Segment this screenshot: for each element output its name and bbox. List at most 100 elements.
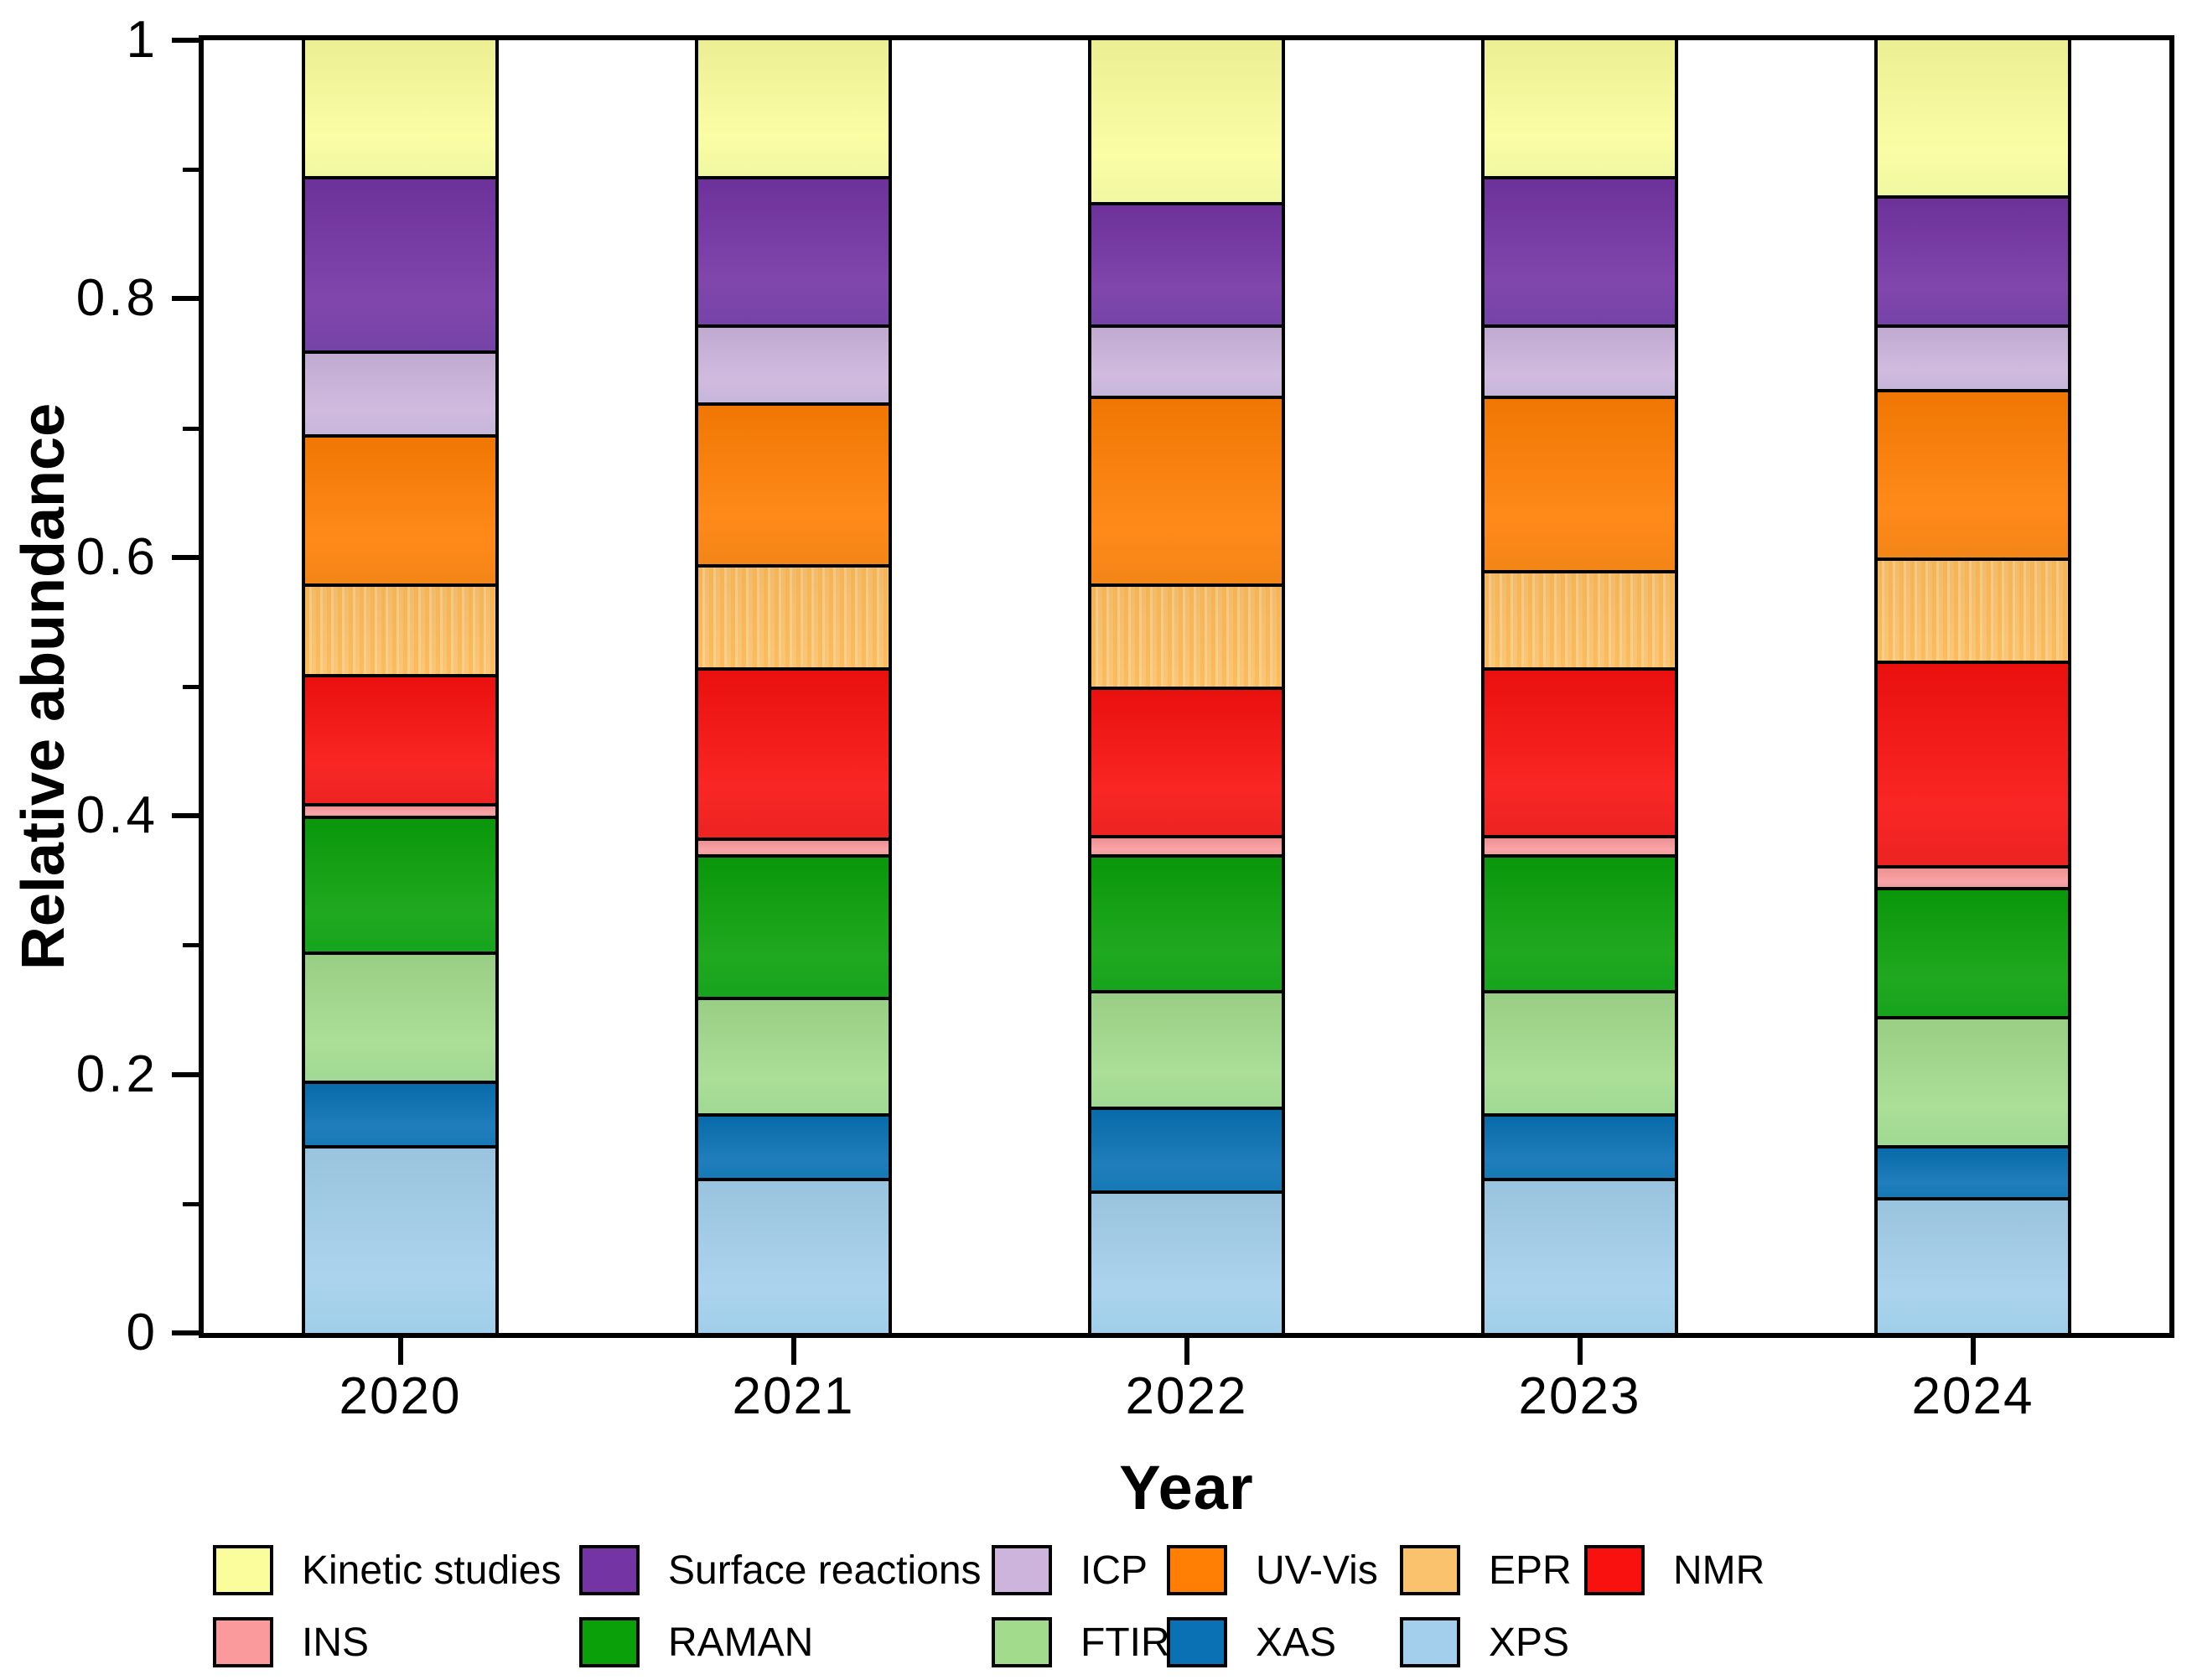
bar-column-2023: [1383, 40, 1776, 1333]
legend-item-uv-vis: UV-Vis: [1167, 1544, 1400, 1596]
segment-uv-vis-2022: [1091, 396, 1283, 583]
legend-label: RAMAN: [668, 1620, 814, 1665]
legend-item-raman: RAMAN: [579, 1616, 992, 1668]
segment-epr-2020: [304, 583, 496, 674]
y-tick-label: 0.6: [75, 527, 158, 586]
segment-uv-vis-2021: [697, 402, 889, 564]
segment-epr-2024: [1877, 557, 2069, 661]
segment-uv-vis-2023: [1484, 396, 1676, 571]
x-axis-category-labels: 2020 2021 2022 2023 2024: [204, 1367, 2169, 1425]
stacked-bar-2023: [1480, 40, 1679, 1333]
y-minor-tick: [183, 685, 199, 689]
y-tick-label: 0.2: [75, 1045, 158, 1103]
bar-column-2020: [204, 40, 597, 1333]
y-minor-tick: [183, 168, 199, 173]
segment-nmr-2022: [1091, 686, 1283, 836]
segment-xps-2021: [697, 1177, 889, 1333]
stacked-bar-2020: [301, 40, 500, 1333]
segment-xps-2023: [1484, 1177, 1676, 1333]
y-minor-tick: [183, 426, 199, 431]
stacked-bar-2021: [694, 40, 893, 1333]
legend-item-surface-reactions: Surface reactions: [579, 1544, 992, 1596]
segment-ins-2020: [304, 802, 496, 817]
segment-ins-2024: [1877, 864, 2069, 887]
legend-item-kinetic-studies: Kinetic studies: [213, 1544, 579, 1596]
legend-label: FTIR: [1080, 1620, 1170, 1665]
segment-xps-2024: [1877, 1197, 2069, 1333]
legend-swatch: [579, 1617, 640, 1667]
legend-label: INS: [302, 1620, 370, 1665]
segment-xps-2022: [1091, 1190, 1283, 1333]
segment-surface-reactions-2021: [697, 175, 889, 325]
y-major-tick: [172, 1330, 199, 1335]
legend-item-nmr: NMR: [1584, 1544, 1861, 1596]
segment-ins-2022: [1091, 835, 1283, 855]
segment-icp-2020: [304, 350, 496, 435]
legend-swatch: [1167, 1617, 1227, 1667]
legend-swatch: [213, 1545, 273, 1595]
segment-ftir-2020: [304, 951, 496, 1081]
legend-spacer: [1584, 1616, 1861, 1668]
x-axis-title: Year: [1119, 1453, 1254, 1522]
segment-xas-2024: [1877, 1145, 2069, 1197]
segment-nmr-2020: [304, 673, 496, 803]
x-major-tick: [397, 1338, 403, 1365]
plot-area: 0 0.2 0.4 0.6 0.8 1: [76, 14, 2174, 1365]
segment-uv-vis-2024: [1877, 389, 2069, 557]
legend-item-xps: XPS: [1400, 1616, 1584, 1668]
segment-icp-2021: [697, 324, 889, 402]
segment-surface-reactions-2023: [1484, 175, 1676, 325]
segment-kinetic-studies-2020: [304, 40, 496, 176]
y-tick-label: 0: [126, 1304, 158, 1361]
segment-xas-2022: [1091, 1107, 1283, 1191]
segment-xas-2020: [304, 1081, 496, 1146]
legend-label: XAS: [1256, 1620, 1337, 1665]
x-major-tick: [1970, 1338, 1976, 1365]
x-tick-label-2022: 2022: [1125, 1367, 1248, 1425]
segment-epr-2023: [1484, 570, 1676, 667]
y-minor-tick: [183, 943, 199, 948]
y-major-tick: [172, 554, 199, 560]
legend-swatch: [1400, 1617, 1460, 1667]
segment-icp-2022: [1091, 324, 1283, 397]
segment-raman-2021: [697, 854, 889, 998]
segment-nmr-2021: [697, 666, 889, 838]
segment-surface-reactions-2022: [1091, 201, 1283, 325]
y-tick-label: 0.4: [75, 786, 158, 845]
segment-uv-vis-2020: [304, 434, 496, 583]
bars-container: [204, 40, 2169, 1333]
legend-swatch: [1400, 1545, 1460, 1595]
legend-item-xas: XAS: [1167, 1616, 1400, 1668]
segment-xas-2021: [697, 1112, 889, 1178]
y-minor-tick: [183, 1201, 199, 1206]
segment-ftir-2023: [1484, 990, 1676, 1113]
legend-item-ftir: FTIR: [992, 1616, 1170, 1668]
legend-label: XPS: [1489, 1620, 1570, 1665]
legend-swatch: [213, 1617, 273, 1667]
segment-epr-2021: [697, 563, 889, 667]
legend-label: Surface reactions: [668, 1548, 982, 1593]
segment-kinetic-studies-2022: [1091, 40, 1283, 202]
segment-raman-2022: [1091, 854, 1283, 991]
y-tick-label: 1: [126, 11, 158, 69]
x-tick-label-2023: 2023: [1518, 1367, 1641, 1425]
segment-icp-2024: [1877, 324, 2069, 390]
y-major-tick: [172, 296, 199, 302]
x-tick-label-2021: 2021: [732, 1367, 855, 1425]
bar-column-2022: [990, 40, 1383, 1333]
segment-nmr-2023: [1484, 666, 1676, 836]
y-major-tick: [172, 1071, 199, 1077]
segment-raman-2023: [1484, 854, 1676, 991]
segment-ins-2023: [1484, 835, 1676, 855]
segment-raman-2024: [1877, 886, 2069, 1017]
segment-raman-2020: [304, 816, 496, 952]
segment-ftir-2022: [1091, 990, 1283, 1107]
segment-surface-reactions-2024: [1877, 195, 2069, 325]
segment-ftir-2021: [697, 997, 889, 1113]
y-major-tick: [172, 813, 199, 819]
legend-label: EPR: [1489, 1548, 1572, 1593]
segment-kinetic-studies-2024: [1877, 40, 2069, 196]
segment-nmr-2024: [1877, 661, 2069, 865]
bar-column-2021: [597, 40, 990, 1333]
